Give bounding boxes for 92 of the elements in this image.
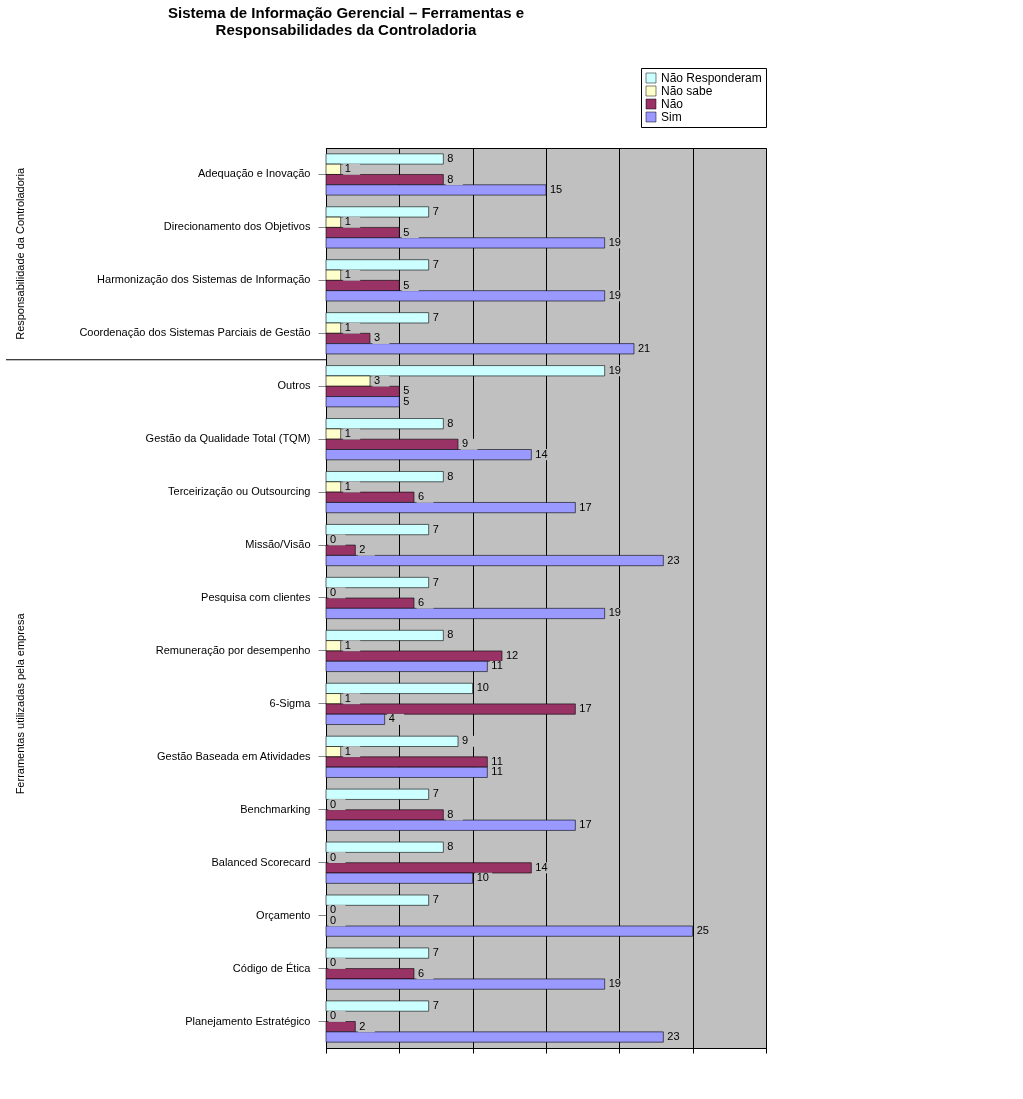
data-label: 7: [432, 893, 439, 906]
data-label: 0: [330, 956, 337, 969]
data-label: 7: [432, 575, 439, 588]
data-label: 0: [330, 913, 337, 926]
data-label: 5: [403, 394, 410, 407]
y-tick-label: Direcionamento dos Objetivos: [163, 220, 311, 233]
data-label: 14: [535, 860, 548, 873]
data-label: 7: [432, 257, 439, 270]
data-label: 23: [667, 553, 680, 566]
data-label: 17: [579, 818, 592, 831]
data-label: 8: [447, 807, 454, 820]
data-label: 14: [535, 447, 548, 460]
data-label: 5: [403, 384, 410, 397]
data-label: 0: [330, 1009, 337, 1022]
data-label: 4: [388, 712, 395, 725]
data-label: 1: [344, 268, 351, 281]
data-label: 1: [344, 321, 351, 334]
data-label: 9: [462, 437, 469, 450]
data-label: 19: [608, 288, 621, 301]
legend-label: Não Responderam: [661, 71, 762, 85]
y-tick-label: Missão/Visão: [245, 538, 311, 551]
data-label: 3: [374, 374, 381, 387]
text: Responsabilidade da Controladoria: [14, 167, 26, 340]
data-label: 7: [432, 204, 439, 217]
data-label: 21: [638, 341, 651, 354]
data-label: 11: [491, 659, 503, 672]
data-label: 10: [476, 681, 489, 694]
data-label: 0: [330, 850, 337, 863]
y-tick-label: Pesquisa com clientes: [201, 591, 311, 603]
text: Ferramentas utilizadas pela empresa: [14, 612, 26, 795]
data-label: 19: [608, 606, 621, 619]
data-label: 19: [608, 363, 621, 376]
y-tick-label: Coordenação dos Sistemas Parciais de Gestão: [79, 326, 311, 339]
data-label: 1: [344, 215, 351, 228]
data-label: 3: [374, 331, 381, 344]
data-label: 8: [447, 172, 454, 185]
data-label: 1: [344, 744, 351, 757]
y-tick-label: Benchmarking: [240, 802, 311, 815]
legend-label: Sim: [661, 110, 682, 124]
data-label: 2: [359, 543, 366, 556]
y-tick-label: Remuneração por desempenho: [155, 643, 311, 656]
y-tick-label: Balanced Scorecard: [211, 855, 311, 868]
data-label: 7: [432, 310, 439, 323]
data-label: 1: [344, 427, 351, 440]
data-label: 8: [447, 628, 454, 641]
y-tick-label: Adequação e Inovação: [197, 167, 311, 180]
data-label: 25: [696, 924, 709, 937]
data-label: 11: [491, 754, 503, 767]
y-tick-label: Orçamento: [256, 908, 311, 921]
data-label: 8: [447, 416, 454, 429]
data-label: 0: [330, 585, 337, 598]
data-label: 0: [330, 797, 337, 810]
data-label: 7: [432, 946, 439, 959]
legend-label: Não sabe: [661, 84, 713, 98]
data-label: 2: [359, 1019, 366, 1032]
y-tick-label: 6-Sigma: [269, 696, 312, 709]
data-label: 6: [418, 966, 425, 979]
data-label: 12: [506, 649, 519, 662]
y-tick-label: Código de Ética: [232, 961, 312, 974]
data-label: 8: [447, 840, 454, 853]
data-label: 19: [608, 977, 621, 990]
data-label: 5: [403, 278, 410, 291]
y-tick-label: Terceirização ou Outsourcing: [168, 485, 311, 498]
data-label: 17: [579, 500, 592, 513]
data-label: 10: [476, 871, 489, 884]
data-label: 5: [403, 225, 410, 238]
y-tick-label: Planejamento Estratégico: [185, 1014, 311, 1027]
data-label: 8: [447, 469, 454, 482]
data-label: 11: [491, 765, 503, 778]
data-label: 7: [432, 787, 439, 800]
data-label: 7: [432, 999, 439, 1012]
data-label: 15: [550, 182, 563, 195]
data-label: 6: [418, 490, 425, 503]
data-label: 1: [344, 691, 351, 704]
data-label: 8: [447, 151, 454, 164]
data-label: 0: [330, 532, 337, 545]
data-label: 19: [608, 235, 621, 248]
y-tick-label: Gestão Baseada em Atividades: [157, 749, 311, 762]
data-label: 17: [579, 702, 592, 715]
data-label: 9: [462, 734, 469, 747]
data-label: 6: [418, 596, 425, 609]
data-label: 7: [432, 522, 439, 535]
data-label: 1: [344, 479, 351, 492]
data-label: 1: [344, 162, 351, 175]
y-tick-label: Harmonização dos Sistemas de Informação: [97, 273, 311, 286]
chart-title: Sistema de Informação Gerencial – Ferramentas e Responsabilidades da Controladoria: [168, 3, 524, 38]
y-tick-label: Outros: [277, 379, 311, 392]
data-label: 23: [667, 1030, 680, 1043]
legend-label: Não: [661, 97, 684, 111]
y-tick-label: Gestão da Qualidade Total (TQM): [145, 432, 311, 445]
data-label: 1: [344, 638, 351, 651]
data-label: 0: [330, 903, 337, 916]
